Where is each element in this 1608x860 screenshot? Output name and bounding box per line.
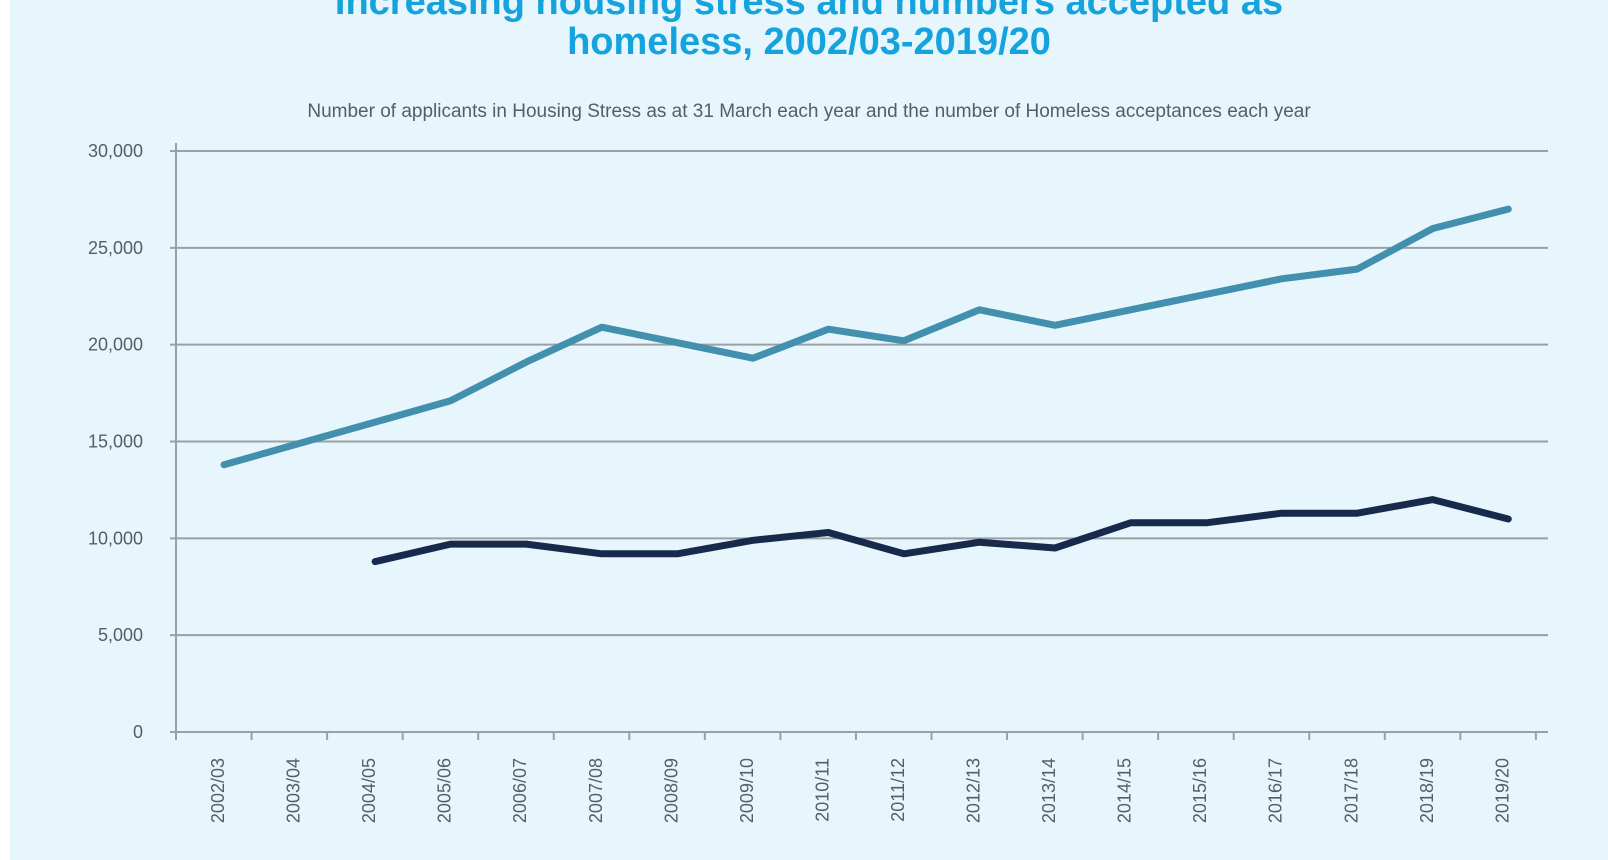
x-tick-label: 2004/05 (359, 758, 379, 823)
y-tick-label: 0 (133, 722, 143, 742)
x-tick-label: 2014/15 (1115, 758, 1135, 823)
x-tick-label: 2019/20 (1492, 758, 1512, 823)
y-tick-label: 25,000 (88, 238, 143, 258)
chart-background (10, 0, 1608, 860)
x-tick-label: 2016/17 (1266, 758, 1286, 823)
x-tick-label: 2011/12 (888, 758, 908, 822)
y-tick-label: 30,000 (88, 141, 143, 161)
y-tick-label: 5,000 (98, 625, 143, 645)
x-tick-label: 2008/09 (661, 758, 681, 823)
x-tick-label: 2009/10 (737, 758, 757, 823)
y-tick-label: 10,000 (88, 528, 143, 548)
x-tick-label: 2010/11 (812, 758, 832, 822)
chart-subtitle: Number of applicants in Housing Stress a… (307, 101, 1311, 122)
x-tick-label: 2013/14 (1039, 758, 1059, 823)
x-tick-label: 2002/03 (208, 758, 228, 823)
y-tick-labels: 0 5,000 10,000 15,000 20,000 25,000 30,000 (88, 141, 143, 742)
x-tick-label: 2015/16 (1190, 758, 1210, 823)
chart-title-line-2: homeless, 2002/03-2019/20 (567, 21, 1051, 63)
x-tick-label: 2007/08 (586, 758, 606, 823)
y-tick-label: 15,000 (88, 432, 143, 452)
x-tick-label: 2018/19 (1417, 758, 1437, 823)
series-lines (220, 205, 1512, 566)
x-tick-label: 2005/06 (435, 758, 455, 823)
series-line-0 (220, 205, 1512, 469)
series-line-1 (371, 496, 1512, 566)
axes (175, 143, 1537, 740)
x-tick-labels: 2002/03 2003/04 2004/05 2005/06 2006/07 2007/… (208, 758, 1512, 823)
x-tick-label: 2006/07 (510, 758, 530, 823)
y-tick-label: 20,000 (88, 335, 143, 355)
x-tick-label: 2003/04 (284, 758, 304, 823)
chart-title-line-1: Increasing housing stress and numbers ac… (334, 0, 1284, 23)
x-tick-label: 2017/18 (1341, 758, 1361, 823)
gridlines (170, 150, 1548, 733)
x-tick-label: 2012/13 (964, 758, 984, 823)
